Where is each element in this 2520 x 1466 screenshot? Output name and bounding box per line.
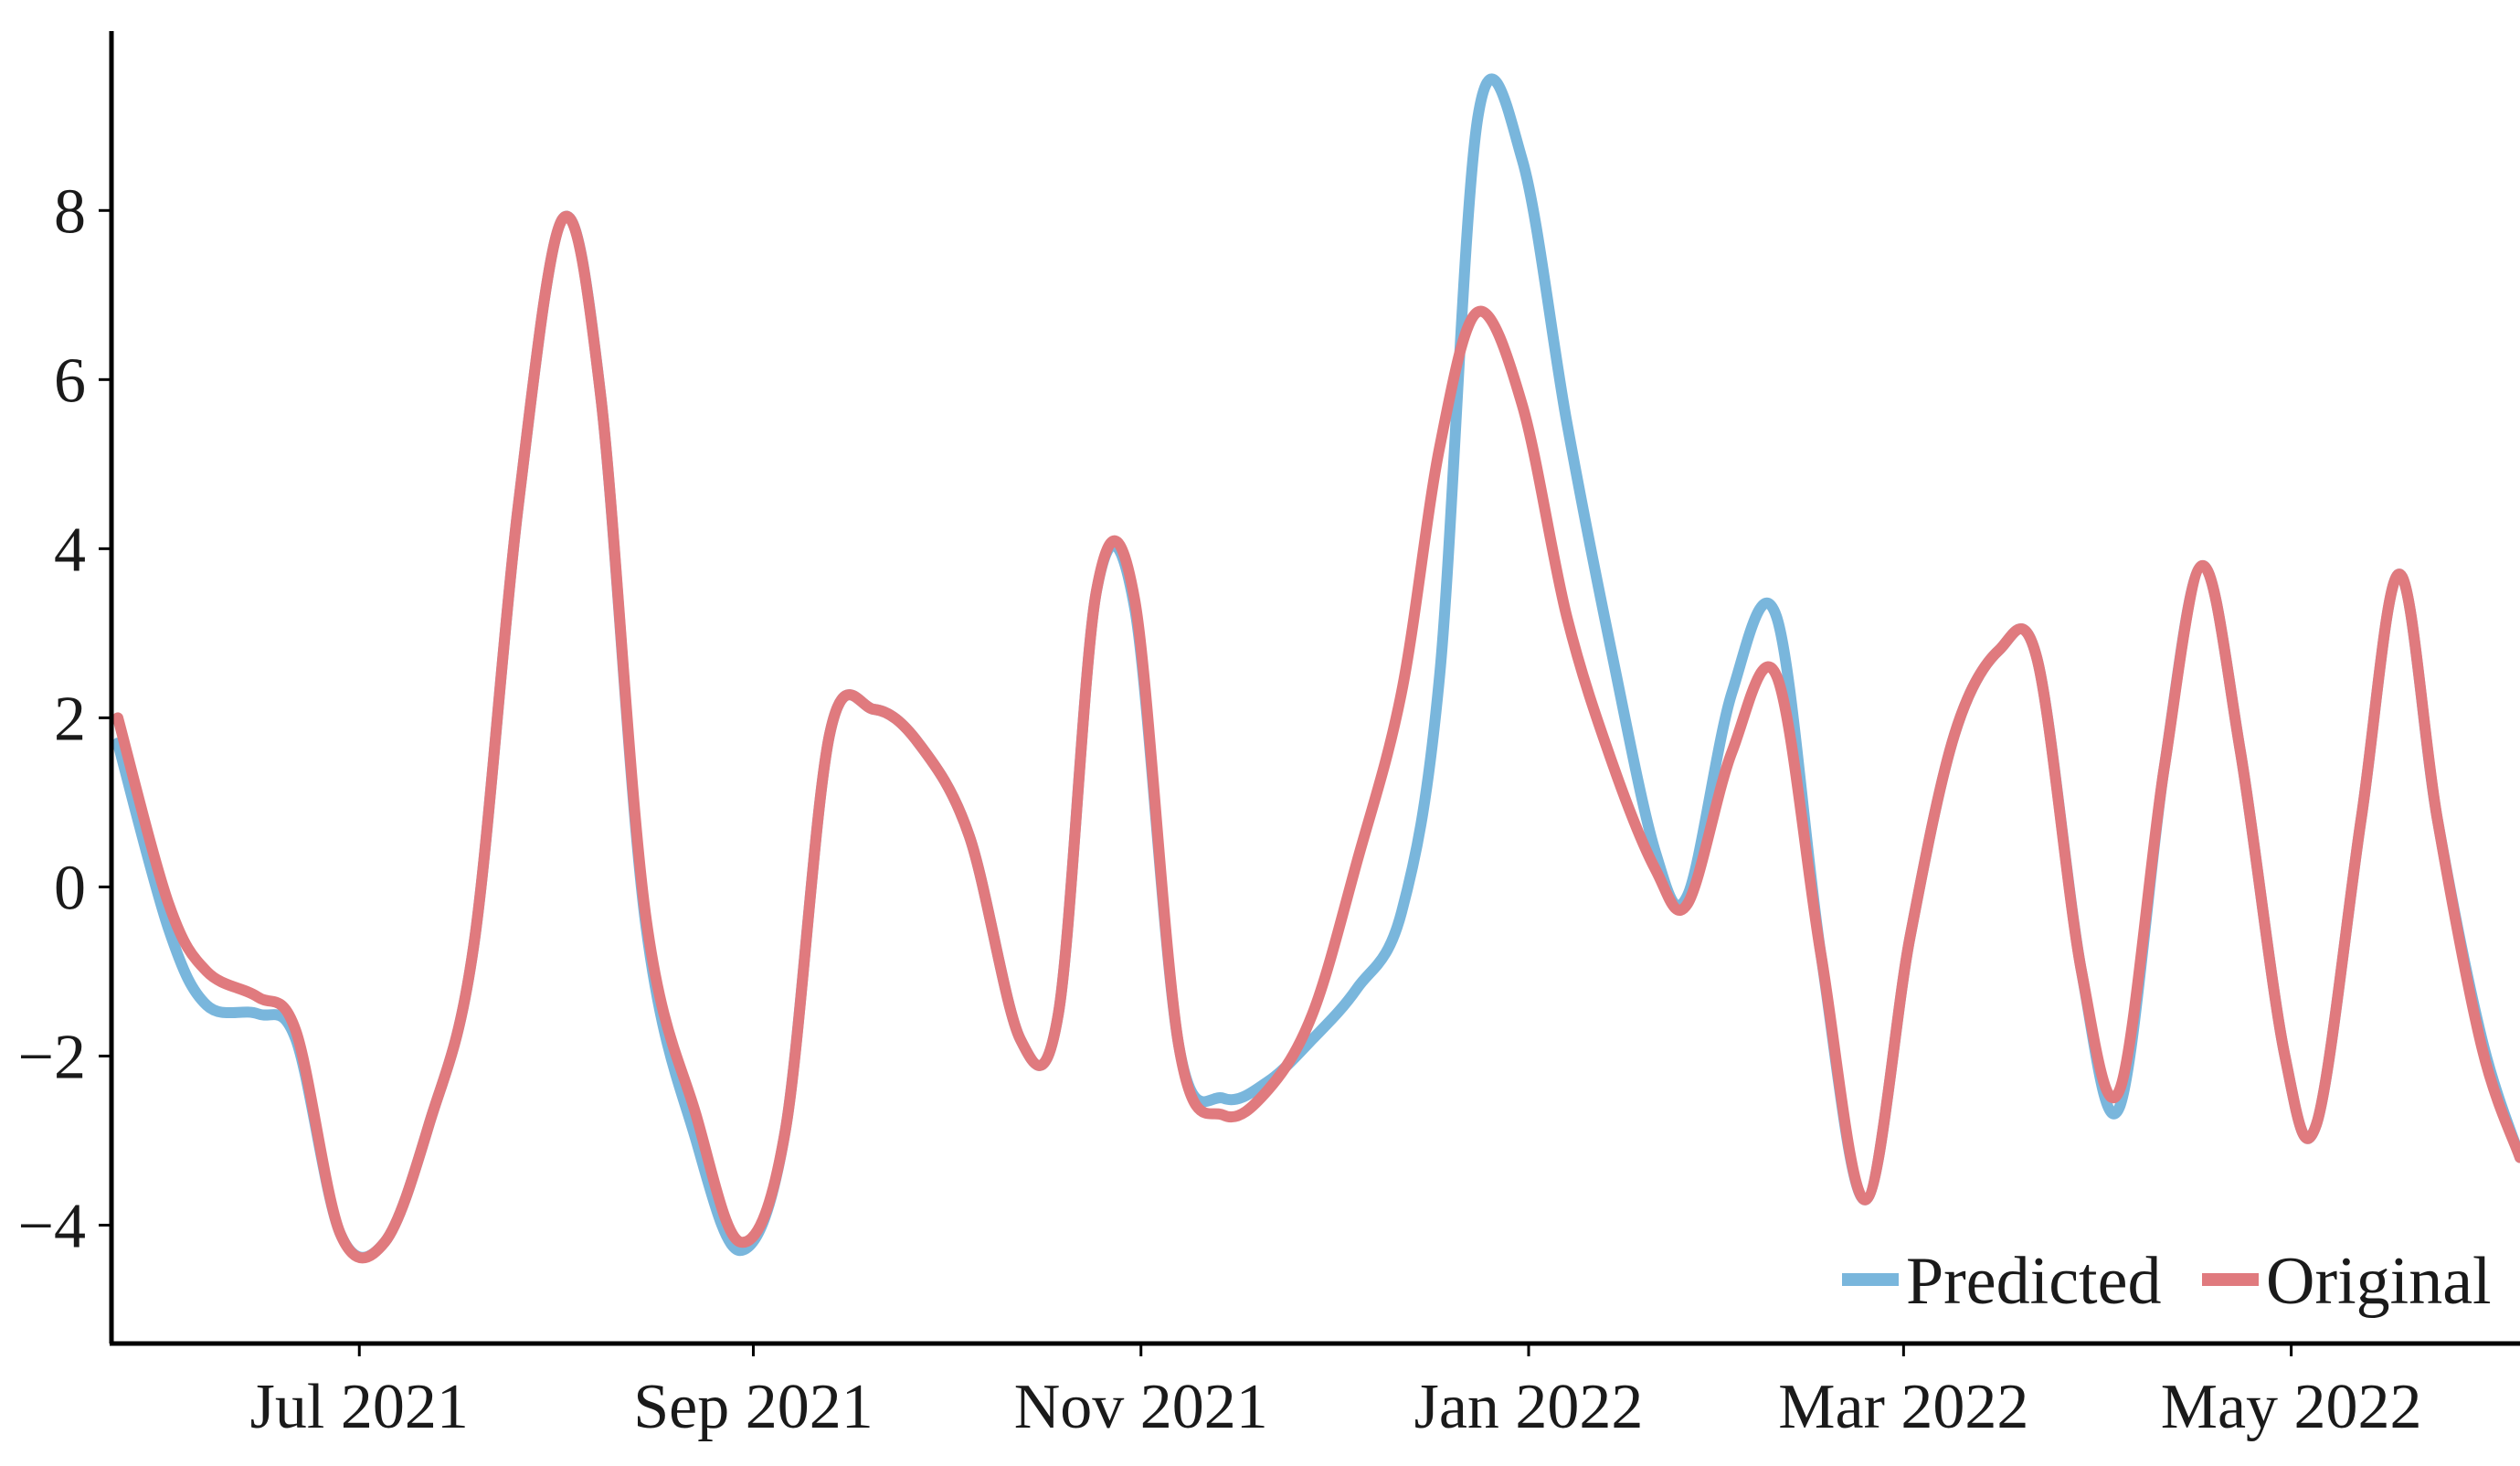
tick-marks: [99, 208, 2293, 1356]
y-tick-label: 2: [54, 684, 86, 754]
x-tick-label: Mar 2022: [1778, 1372, 2028, 1442]
y-tick-label: −2: [18, 1022, 86, 1092]
y-tick-label: 8: [54, 176, 86, 247]
x-tick-label: Jul 2021: [250, 1372, 469, 1442]
y-tick-label: 0: [54, 853, 86, 923]
axes: [109, 31, 2520, 1346]
series-lines: [112, 73, 2520, 1264]
y-tick-label: 6: [54, 345, 86, 416]
legend-label: Predicted: [1906, 1244, 2161, 1319]
x-tick-label: Sep 2021: [633, 1372, 874, 1442]
series-line-predicted: [112, 73, 2520, 1263]
tick-labels: −4 −2 0 2 4 6 8 Jul 2021 Sep 2021 Nov 2021 Jan 202…: [18, 176, 2422, 1442]
y-tick-label: −4: [18, 1191, 86, 1261]
x-tick-label: May 2022: [2161, 1372, 2422, 1442]
x-tick-label: Jan 2022: [1414, 1372, 1644, 1442]
legend: Predicted Original: [1842, 1244, 2492, 1319]
series-line-original: [112, 210, 2520, 1264]
x-tick-label: Nov 2021: [1014, 1372, 1268, 1442]
legend-item-original: Original: [2202, 1244, 2492, 1319]
legend-item-predicted: Predicted: [1842, 1244, 2161, 1319]
legend-label: Original: [2266, 1244, 2492, 1319]
y-tick-label: 4: [54, 515, 86, 585]
